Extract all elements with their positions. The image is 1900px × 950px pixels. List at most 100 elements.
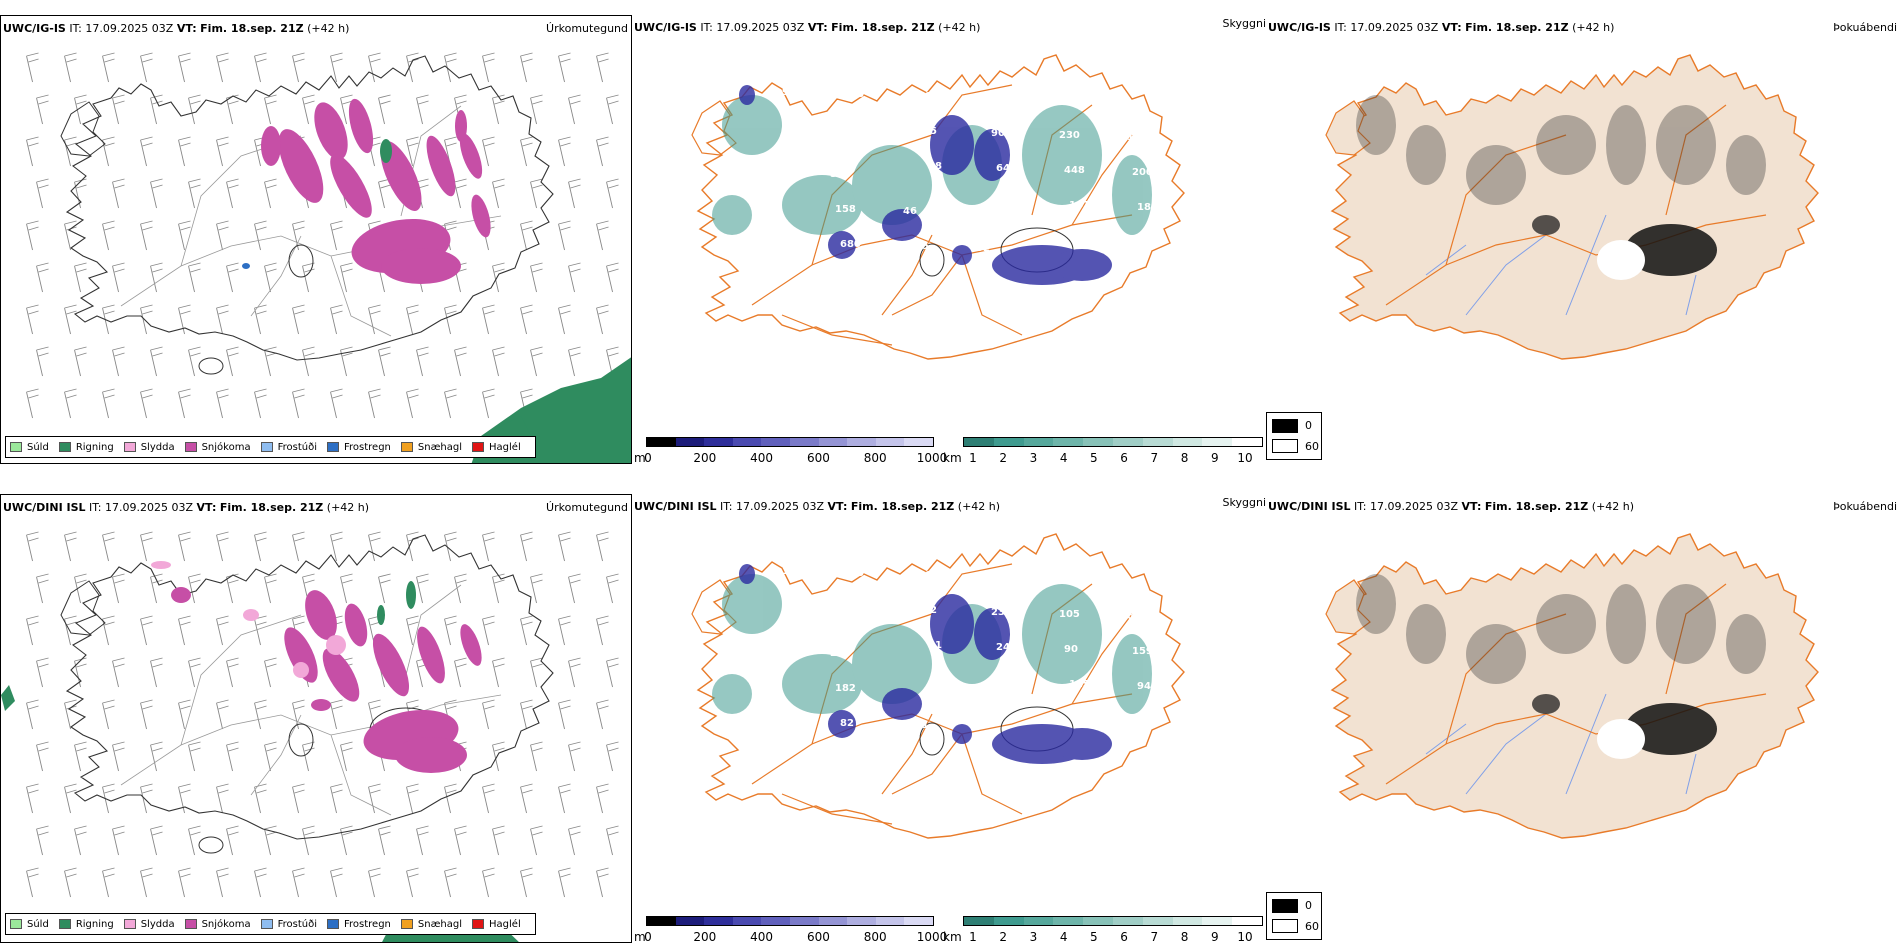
fog-legend-row1: 0 60 bbox=[1266, 412, 1322, 460]
wind-barb bbox=[520, 531, 533, 562]
wind-barb bbox=[216, 136, 229, 167]
ceiling-label: 139 bbox=[845, 753, 866, 764]
vt-value: Fim. 18.sep. 21Z bbox=[850, 500, 955, 513]
ramp-step bbox=[1083, 438, 1113, 446]
wind-barb bbox=[188, 178, 201, 209]
wind-barb bbox=[444, 388, 457, 419]
ramp-step bbox=[964, 438, 994, 446]
fog-area bbox=[1606, 584, 1646, 664]
ramp-step bbox=[1053, 438, 1084, 446]
wind-barb bbox=[606, 262, 619, 293]
precip-legend-item: Frostregn bbox=[327, 919, 391, 930]
ceiling-tick: 800 bbox=[863, 451, 887, 464]
fog-area bbox=[1406, 604, 1446, 664]
wind-barb bbox=[596, 531, 609, 562]
ceiling-label: 136 bbox=[981, 278, 1002, 289]
wind-barb bbox=[188, 825, 201, 856]
it-label: IT: bbox=[720, 500, 733, 513]
wind-barb bbox=[530, 741, 543, 772]
ceiling-tick: 200 bbox=[693, 930, 717, 943]
fog-swatch-black bbox=[1272, 419, 1298, 433]
wind-barb bbox=[520, 136, 533, 167]
precip-legend-item: Snæhagl bbox=[400, 919, 462, 930]
vt-label: VT: bbox=[827, 500, 848, 513]
precip-legend-swatch bbox=[400, 919, 413, 929]
wind-barb bbox=[36, 741, 49, 772]
it-value: 17.09.2025 03Z bbox=[1350, 21, 1439, 34]
precip-legend-label: Rigning bbox=[75, 441, 114, 453]
wind-barb bbox=[530, 178, 543, 209]
ceiling-map-row2: 157 80 91 104 135 63 65 82 247 125 133 139 207 237 90 9… bbox=[691, 533, 1185, 839]
model-name: UWC/DINI ISL bbox=[1268, 500, 1351, 513]
wind-barb bbox=[378, 178, 391, 209]
ceiling-ramp bbox=[646, 437, 934, 447]
ceiling-label: 46 bbox=[903, 206, 917, 217]
ramp-step bbox=[1232, 917, 1262, 925]
fog-area bbox=[1356, 574, 1396, 634]
ramp-step bbox=[761, 438, 790, 446]
wind-barb bbox=[74, 94, 87, 125]
wind-barb bbox=[150, 657, 163, 688]
fog-legend-row2: 0 60 bbox=[1266, 892, 1322, 940]
wind-barb bbox=[520, 783, 533, 814]
sleet-areas bbox=[151, 561, 346, 678]
model-name: UWC/DINI ISL bbox=[634, 500, 717, 513]
wind-barb bbox=[378, 825, 391, 856]
precip-legend-swatch bbox=[327, 442, 339, 452]
ceiling-label: 166 bbox=[913, 755, 934, 766]
low-ceiling-areas bbox=[739, 564, 1112, 764]
ceiling-label: 90 bbox=[1064, 644, 1078, 655]
ceiling-label: 88 bbox=[928, 161, 942, 172]
fog-title-row1: UWC/IG-IS IT: 17.09.2025 03Z VT: Fim. 18… bbox=[1268, 21, 1614, 34]
wind-barb bbox=[112, 178, 125, 209]
wind-barb bbox=[416, 825, 429, 856]
it-label: IT: bbox=[700, 21, 713, 34]
precip-legend-swatch bbox=[184, 919, 197, 929]
ceiling-tick: 200 bbox=[693, 451, 717, 464]
wind-barb bbox=[406, 615, 419, 646]
wind-barb bbox=[416, 346, 429, 377]
ceiling-label: 136 bbox=[986, 572, 1007, 583]
wind-barb bbox=[178, 388, 191, 419]
visibility-tick: 5 bbox=[1090, 451, 1098, 464]
wind-barb bbox=[140, 867, 153, 898]
fog-area bbox=[1466, 624, 1526, 684]
coastline bbox=[696, 533, 1185, 839]
lead-time: (+42 h) bbox=[1591, 500, 1635, 513]
ramp-step bbox=[1083, 917, 1113, 925]
vt-value: Fim. 18.sep. 21Z bbox=[200, 22, 304, 35]
ceiling-label: 195 bbox=[986, 93, 1007, 104]
wind-barb bbox=[216, 699, 229, 730]
ceiling-label: 24 bbox=[830, 648, 844, 659]
low-ceiling-area bbox=[739, 85, 755, 105]
snow-area bbox=[284, 627, 318, 683]
ceiling-label: 90 bbox=[991, 128, 1005, 139]
wind-barb bbox=[74, 346, 87, 377]
snow-area bbox=[311, 699, 331, 711]
precip-legend-label: Frostúði bbox=[277, 918, 317, 930]
ceiling-label: 69 bbox=[1074, 235, 1088, 246]
ceiling-tick: 1000 bbox=[916, 451, 948, 464]
precip-legend-item: Frostúði bbox=[260, 918, 317, 930]
ceiling-label: 237 bbox=[991, 607, 1012, 618]
wind-barb bbox=[74, 657, 87, 688]
wind-barb bbox=[558, 531, 571, 562]
ramp-step bbox=[704, 438, 733, 446]
fog-area bbox=[1356, 95, 1396, 155]
wind-barb bbox=[606, 657, 619, 688]
low-visibility-area bbox=[852, 145, 932, 225]
wind-barb bbox=[102, 867, 115, 898]
wind-barb bbox=[140, 220, 153, 251]
low-ceiling-area bbox=[930, 115, 974, 175]
wind-barb bbox=[74, 262, 87, 293]
wind-barb bbox=[178, 699, 191, 730]
wind-barb bbox=[140, 304, 153, 335]
ceiling-label: 65 bbox=[850, 568, 864, 579]
wind-barb bbox=[36, 657, 49, 688]
wind-barb bbox=[520, 615, 533, 646]
wind-barb bbox=[150, 741, 163, 772]
visibility-tick: 2 bbox=[999, 451, 1008, 464]
ceiling-label: 133 bbox=[1142, 716, 1163, 727]
wind-barb bbox=[444, 52, 457, 83]
fog-map-row1 bbox=[1325, 54, 1819, 360]
